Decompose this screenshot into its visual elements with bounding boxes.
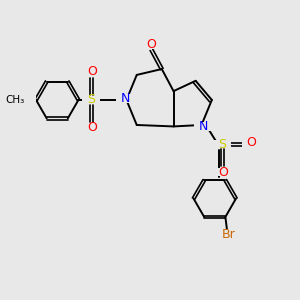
FancyBboxPatch shape xyxy=(194,122,212,130)
FancyBboxPatch shape xyxy=(84,68,101,76)
FancyBboxPatch shape xyxy=(242,139,260,147)
FancyBboxPatch shape xyxy=(214,230,243,239)
FancyBboxPatch shape xyxy=(213,140,231,148)
Text: O: O xyxy=(246,136,256,149)
Text: Br: Br xyxy=(221,228,235,241)
FancyBboxPatch shape xyxy=(142,40,160,49)
Text: S: S xyxy=(87,93,95,106)
FancyBboxPatch shape xyxy=(215,168,232,176)
FancyBboxPatch shape xyxy=(116,94,134,103)
Text: CH₃: CH₃ xyxy=(6,95,25,105)
FancyBboxPatch shape xyxy=(82,96,100,104)
Text: O: O xyxy=(146,38,156,51)
Text: O: O xyxy=(88,65,98,79)
Text: O: O xyxy=(88,122,98,134)
FancyBboxPatch shape xyxy=(0,96,36,104)
Text: N: N xyxy=(120,92,130,105)
Text: N: N xyxy=(198,120,208,133)
FancyBboxPatch shape xyxy=(84,124,101,132)
Text: O: O xyxy=(219,166,229,178)
Text: S: S xyxy=(218,138,226,151)
